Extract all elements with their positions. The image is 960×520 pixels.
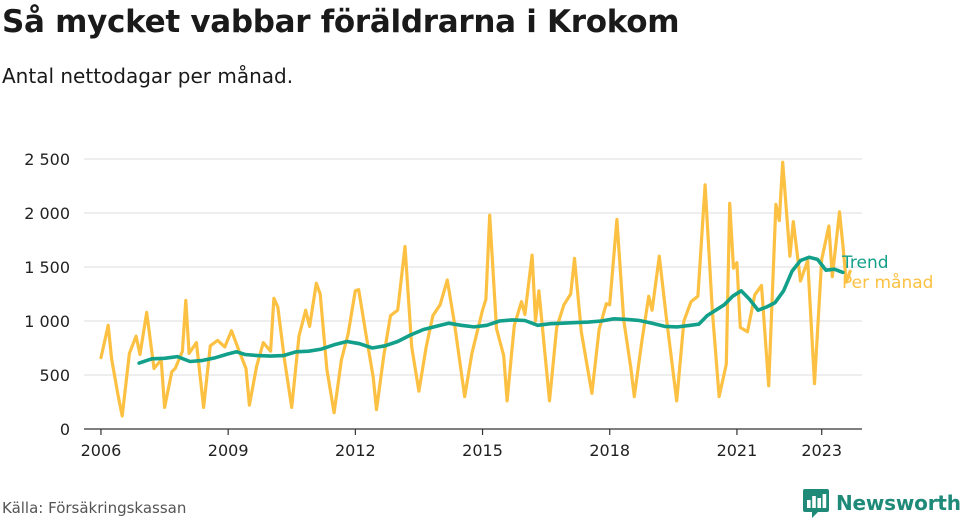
x-tick-label: 2018 [589,441,630,460]
y-tick-label: 2 000 [24,204,70,223]
x-axis: 2006 2009 2012 2015 2018 2021 2023 [81,428,862,460]
brand-name: Newsworthy [836,491,960,515]
series-line-trend [137,255,845,365]
series-lines [99,160,852,418]
legend-label-per-month: Per månad [842,272,933,293]
y-tick-label: 1 500 [24,258,70,277]
chart-title: Så mycket vabbar föräldrarna i Krokom [2,4,680,40]
source-note: Källa: Försäkringskassan [2,499,187,517]
y-tick-label: 1 000 [24,312,70,331]
x-tick-label: 2023 [801,441,842,460]
y-axis-tick-labels: 0 500 1 000 1 500 2 000 2 500 [24,150,70,439]
x-tick-label: 2015 [462,441,503,460]
series-line-per-month [99,160,852,418]
x-tick-label: 2009 [208,441,249,460]
bar-chart-speech-bubble-icon [803,489,829,518]
x-tick-label: 2006 [81,441,122,460]
y-tick-label: 500 [39,366,70,385]
y-tick-label: 2 500 [24,150,70,169]
y-tick-label: 0 [60,420,70,439]
x-tick-label: 2021 [717,441,758,460]
brand[interactable]: Newsworthy [803,488,960,518]
x-tick-label: 2012 [335,441,376,460]
chart-subtitle: Antal nettodagar per månad. [2,64,294,88]
legend-label-trend: Trend [841,253,889,273]
